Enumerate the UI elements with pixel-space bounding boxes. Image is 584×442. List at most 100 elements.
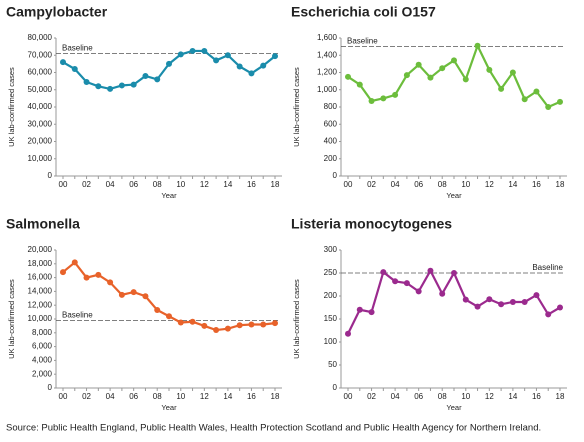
- y-tick-label: 14,000: [28, 287, 53, 296]
- data-point: [201, 322, 208, 329]
- data-point: [403, 280, 410, 287]
- x-axis-label: Year: [161, 403, 177, 412]
- data-point: [557, 304, 563, 311]
- y-tick-label: 50,000: [28, 85, 53, 94]
- y-tick-label: 200: [324, 154, 338, 163]
- data-point: [368, 309, 375, 316]
- data-point: [345, 73, 351, 80]
- x-tick-label: 00: [344, 180, 353, 189]
- data-point: [60, 269, 66, 276]
- data-point: [154, 76, 161, 83]
- baseline-label: Baseline: [532, 263, 563, 272]
- data-point: [545, 311, 552, 318]
- data-point: [95, 83, 102, 90]
- data-point: [380, 95, 387, 102]
- data-point: [107, 85, 114, 92]
- data-point: [107, 279, 114, 286]
- series-line: [347, 42, 561, 109]
- y-tick-label: 2,000: [32, 369, 53, 378]
- data-point: [272, 320, 278, 327]
- x-tick-label: 18: [556, 180, 565, 189]
- data-point: [83, 78, 90, 85]
- data-point: [189, 47, 196, 54]
- data-point: [474, 42, 481, 49]
- data-point: [260, 321, 267, 328]
- data-point: [521, 96, 528, 103]
- y-tick-label: 1,600: [317, 33, 338, 42]
- x-tick-label: 10: [461, 392, 470, 401]
- baseline-label: Baseline: [62, 44, 93, 53]
- x-tick-label: 04: [106, 180, 115, 189]
- y-axis-label: UK lab-confirmed cases: [292, 279, 301, 359]
- data-point: [71, 66, 78, 73]
- data-point: [533, 88, 540, 95]
- data-point: [83, 274, 90, 281]
- chart-title: Campylobacter: [6, 4, 108, 20]
- x-axis-label: Year: [161, 191, 177, 200]
- y-tick-label: 6,000: [32, 342, 53, 351]
- data-point: [177, 319, 184, 326]
- data-point: [272, 53, 278, 60]
- x-tick-label: 14: [223, 392, 232, 401]
- data-point: [462, 76, 469, 83]
- data-point: [248, 70, 255, 77]
- data-point: [213, 57, 220, 64]
- x-tick-label: 08: [438, 180, 447, 189]
- data-point: [427, 267, 434, 274]
- data-point: [154, 307, 161, 314]
- y-tick-label: 200: [324, 291, 338, 300]
- y-tick-label: 30,000: [28, 119, 53, 128]
- x-tick-label: 10: [176, 392, 185, 401]
- data-point: [71, 259, 78, 266]
- data-point: [356, 306, 363, 313]
- x-tick-label: 18: [271, 392, 280, 401]
- data-point: [201, 47, 208, 54]
- data-point: [557, 98, 563, 105]
- x-tick-label: 18: [271, 180, 280, 189]
- x-tick-label: 18: [556, 392, 565, 401]
- x-tick-label: 12: [485, 392, 494, 401]
- x-tick-label: 02: [82, 392, 91, 401]
- y-tick-label: 60,000: [28, 68, 53, 77]
- y-tick-label: 0: [333, 171, 338, 180]
- x-tick-label: 14: [508, 180, 517, 189]
- y-tick-label: 12,000: [28, 300, 53, 309]
- y-tick-label: 800: [324, 102, 338, 111]
- x-tick-label: 16: [247, 392, 256, 401]
- x-tick-label: 00: [59, 180, 68, 189]
- y-tick-label: 4,000: [32, 356, 53, 365]
- series-line: [347, 268, 561, 335]
- data-point: [236, 63, 243, 70]
- x-tick-label: 06: [129, 392, 138, 401]
- y-tick-label: 0: [48, 383, 53, 392]
- data-point: [498, 85, 505, 92]
- x-tick-label: 10: [176, 180, 185, 189]
- data-point: [166, 313, 172, 320]
- data-point: [392, 278, 399, 285]
- y-tick-label: 150: [324, 314, 338, 323]
- x-tick-label: 02: [82, 180, 91, 189]
- y-tick-label: 8,000: [32, 328, 53, 337]
- x-tick-label: 14: [508, 392, 517, 401]
- data-point: [486, 296, 493, 303]
- data-point: [189, 318, 196, 325]
- data-point: [403, 72, 410, 79]
- data-point: [224, 52, 231, 59]
- data-point: [130, 81, 137, 88]
- x-axis-label: Year: [446, 191, 462, 200]
- data-point: [260, 62, 267, 69]
- data-point: [380, 269, 387, 276]
- x-tick-label: 06: [414, 392, 423, 401]
- x-tick-label: 00: [59, 392, 68, 401]
- data-point: [415, 61, 422, 68]
- x-tick-label: 02: [367, 180, 376, 189]
- data-point: [345, 330, 351, 337]
- y-axis-label: UK lab-confirmed cases: [7, 279, 16, 359]
- x-tick-label: 06: [414, 180, 423, 189]
- y-tick-label: 1,200: [317, 68, 338, 77]
- chart-title: Escherichia coli O157: [291, 4, 436, 20]
- y-tick-label: 400: [324, 137, 338, 146]
- chart-title: Salmonella: [6, 216, 80, 232]
- x-tick-label: 04: [391, 180, 400, 189]
